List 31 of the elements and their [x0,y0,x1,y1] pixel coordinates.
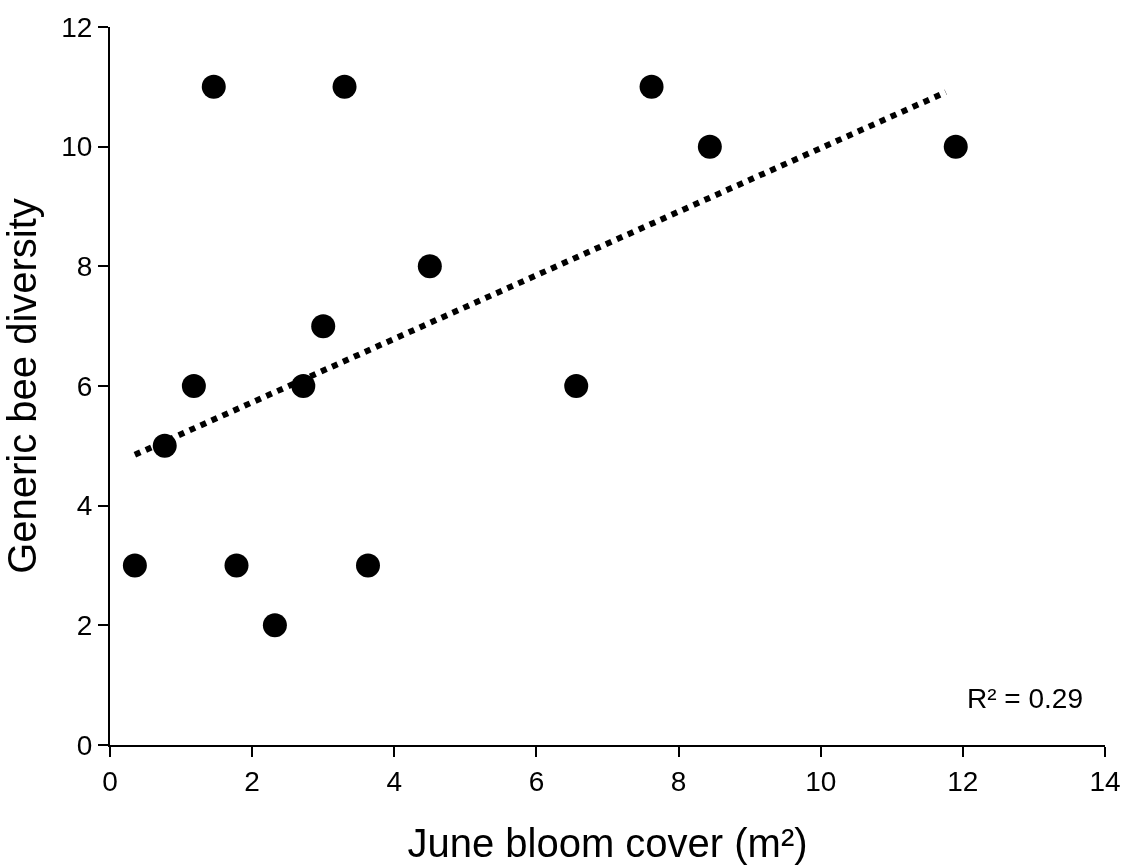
y-tick-label: 6 [76,370,93,402]
point [697,134,722,159]
point [201,74,226,99]
x-tick-label: 14 [1089,765,1121,797]
annotation: R² = 0.29 [967,683,1083,714]
point [943,134,968,159]
y-tick-label: 0 [76,729,93,761]
y-tick-label: 4 [76,490,93,522]
point [639,74,664,99]
y-tick-label: 10 [61,131,93,163]
x-tick-label: 12 [947,765,979,797]
point [262,613,287,638]
x-tick-label: 4 [386,765,403,797]
x-tick-label: 2 [244,765,260,797]
point [564,374,589,398]
point [122,553,147,578]
y-axis-title: Generic bee diversity [0,198,44,574]
point [224,553,249,578]
point [332,74,357,99]
point [356,553,380,578]
point [181,374,206,398]
x-tick-label: 8 [670,765,687,797]
x-tick-label: 10 [805,765,837,797]
y-tick-label: 2 [76,610,93,642]
point [417,254,442,279]
x-axis-title: June bloom cover (m²) [407,821,808,865]
x-tick-label: 6 [528,765,545,797]
point [311,314,336,339]
y-tick-label: 8 [76,251,93,283]
y-tick-label: 12 [61,11,93,43]
x-tick-label: 0 [102,765,118,797]
